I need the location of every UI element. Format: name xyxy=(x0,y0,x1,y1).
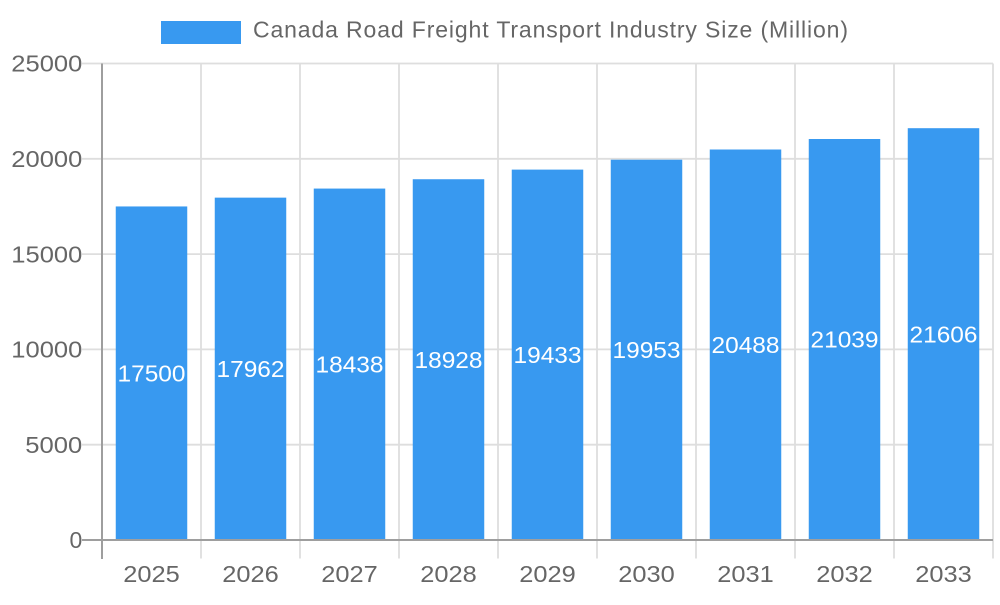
svg-text:2027: 2027 xyxy=(321,561,378,587)
svg-text:17500: 17500 xyxy=(118,360,186,386)
svg-text:0: 0 xyxy=(70,527,83,553)
svg-text:2033: 2033 xyxy=(915,561,972,587)
svg-text:10000: 10000 xyxy=(11,337,82,363)
svg-text:20488: 20488 xyxy=(712,332,780,358)
svg-text:17962: 17962 xyxy=(217,356,285,382)
svg-text:5000: 5000 xyxy=(25,432,82,458)
svg-text:2031: 2031 xyxy=(717,561,774,587)
svg-text:21606: 21606 xyxy=(910,321,978,347)
svg-text:20000: 20000 xyxy=(11,146,82,172)
svg-text:Canada Road Freight Transport: Canada Road Freight Transport Industry S… xyxy=(253,17,848,43)
svg-text:21039: 21039 xyxy=(811,327,879,353)
svg-text:18928: 18928 xyxy=(415,347,483,373)
svg-text:15000: 15000 xyxy=(11,241,82,267)
svg-text:19953: 19953 xyxy=(613,337,681,363)
svg-text:2025: 2025 xyxy=(123,561,180,587)
svg-text:19433: 19433 xyxy=(514,342,582,368)
svg-text:2029: 2029 xyxy=(519,561,576,587)
svg-text:2028: 2028 xyxy=(420,561,477,587)
svg-text:25000: 25000 xyxy=(11,51,82,77)
svg-text:2032: 2032 xyxy=(816,561,873,587)
svg-text:2026: 2026 xyxy=(222,561,279,587)
svg-text:2030: 2030 xyxy=(618,561,675,587)
svg-text:18438: 18438 xyxy=(316,352,384,378)
